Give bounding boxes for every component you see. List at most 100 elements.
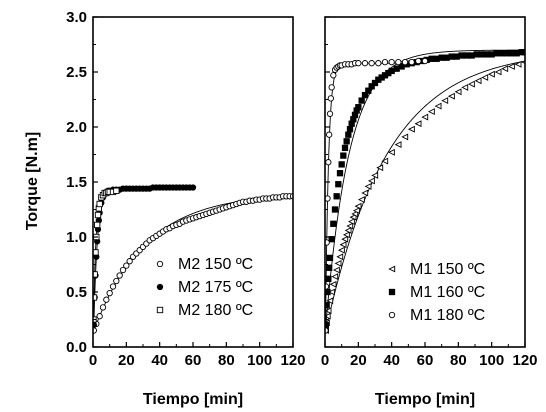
data-point-marker: [342, 231, 350, 239]
y-tick-label: 1.5: [66, 174, 87, 191]
series-2: [325, 57, 429, 334]
data-point-marker: [336, 170, 344, 177]
data-point-marker: [355, 104, 362, 111]
legend-marker: [156, 283, 164, 291]
data-point-marker: [123, 262, 130, 269]
left-ticks: 0 20 40 60 80 100 120 0.0 0.5 1.0 1.5 2.0 2.5 3.0: [66, 9, 305, 369]
data-point-marker: [103, 296, 110, 303]
data-point-marker: [325, 239, 330, 246]
data-point-marker: [109, 283, 117, 290]
data-point-marker: [93, 321, 97, 329]
legend-marker: [156, 306, 164, 314]
data-point-marker: [354, 202, 362, 210]
x-tick-label: 60: [417, 352, 434, 369]
data-point-marker: [326, 110, 334, 117]
legend-marker: [388, 288, 396, 296]
x-tick-label: 20: [118, 352, 135, 369]
data-point-marker: [333, 193, 340, 200]
data-point-marker: [361, 60, 369, 67]
legend-item: M1 160 ºC: [388, 284, 485, 301]
data-point-marker: [368, 83, 375, 90]
x-tick-label: 0: [89, 352, 97, 369]
data-point-marker: [394, 141, 402, 149]
data-point-marker: [461, 83, 469, 91]
data-point-marker: [361, 91, 369, 99]
legend-label: M1 180 ºC: [410, 307, 485, 324]
x-tick-label: 120: [280, 352, 305, 369]
data-point-marker: [346, 126, 354, 133]
right-x-axis-title: Tiempo [min]: [375, 391, 475, 408]
data-point-marker: [454, 88, 462, 96]
data-point-marker: [371, 171, 379, 179]
data-point-marker: [326, 131, 333, 138]
data-point-marker: [514, 60, 522, 68]
y-tick-label: 0.5: [66, 284, 87, 301]
data-point-marker: [364, 182, 372, 190]
x-tick-label: 60: [185, 352, 202, 369]
right-panel: 0 20 40 60 80 100 120 Tiempo [min] M1 150 ºCM1…: [321, 16, 538, 408]
fit-curve: [325, 60, 525, 331]
right-plot-frame: [324, 16, 526, 348]
data-point-marker: [94, 221, 101, 229]
data-point-marker: [401, 133, 409, 141]
data-point-marker: [339, 241, 347, 249]
data-point-marker: [381, 157, 389, 165]
data-point-marker: [368, 60, 375, 67]
data-point-marker: [367, 177, 375, 185]
x-tick-label: 0: [321, 352, 329, 369]
y-tick-label: 2.0: [66, 119, 87, 136]
legend-label: M2 180 ºC: [178, 302, 253, 319]
left-x-axis-title: Tiempo [min]: [143, 391, 243, 408]
data-point-marker: [325, 283, 330, 290]
data-point-marker: [387, 148, 395, 156]
x-tick-label: 80: [450, 352, 467, 369]
data-point-marker: [341, 144, 349, 152]
data-point-marker: [407, 125, 415, 133]
fit-curve: [325, 49, 525, 326]
data-point-marker: [96, 200, 103, 208]
data-point-marker: [343, 138, 350, 145]
data-point-marker: [507, 63, 515, 70]
data-point-marker: [338, 161, 345, 168]
data-point-marker: [325, 302, 330, 309]
x-tick-label: 120: [512, 352, 537, 369]
legend-label: M1 150 ºC: [410, 261, 485, 278]
data-point-marker: [119, 266, 127, 274]
data-point-marker: [341, 235, 349, 243]
data-point-marker: [113, 277, 120, 285]
left-panel: 0 20 40 60 80 100 120 0.0 0.5 1.0 1.5 2.0 2.5 3.0 Tie…: [66, 9, 305, 408]
data-point-marker: [326, 297, 334, 305]
legend-item: M2 180 ºC: [156, 302, 253, 319]
legend-marker: [388, 265, 396, 273]
data-point-marker: [93, 327, 97, 334]
data-point-marker: [328, 236, 335, 243]
data-point-marker: [447, 92, 455, 100]
data-point-marker: [325, 195, 331, 202]
data-point-marker: [494, 68, 502, 76]
data-point-marker: [327, 95, 334, 102]
data-point-marker: [358, 97, 365, 104]
right-ticks: 0 20 40 60 80 100 120: [321, 16, 538, 369]
legend-label: M1 160 ºC: [410, 284, 485, 301]
data-point-marker: [331, 206, 339, 213]
data-point-marker: [332, 266, 340, 274]
data-point-marker: [331, 273, 339, 281]
data-point-marker: [93, 271, 98, 278]
x-tick-label: 80: [218, 352, 235, 369]
data-point-marker: [126, 258, 133, 265]
series-0: [93, 193, 293, 334]
data-point-marker: [344, 226, 352, 234]
data-point-marker: [329, 280, 337, 288]
y-axis-title: Torque [N.m]: [24, 132, 41, 230]
data-point-marker: [487, 70, 495, 78]
legend-item: M2 175 ºC: [156, 279, 253, 296]
data-point-marker: [96, 313, 103, 320]
legend-item: M1 180 ºC: [388, 307, 485, 324]
left-plot-frame: [92, 16, 294, 348]
data-point-marker: [335, 181, 342, 188]
legend-item: M2 150 ºC: [156, 256, 253, 273]
data-point-marker: [325, 159, 332, 166]
x-tick-label: 100: [247, 352, 272, 369]
data-point-marker: [337, 246, 345, 254]
data-point-marker: [355, 60, 362, 67]
